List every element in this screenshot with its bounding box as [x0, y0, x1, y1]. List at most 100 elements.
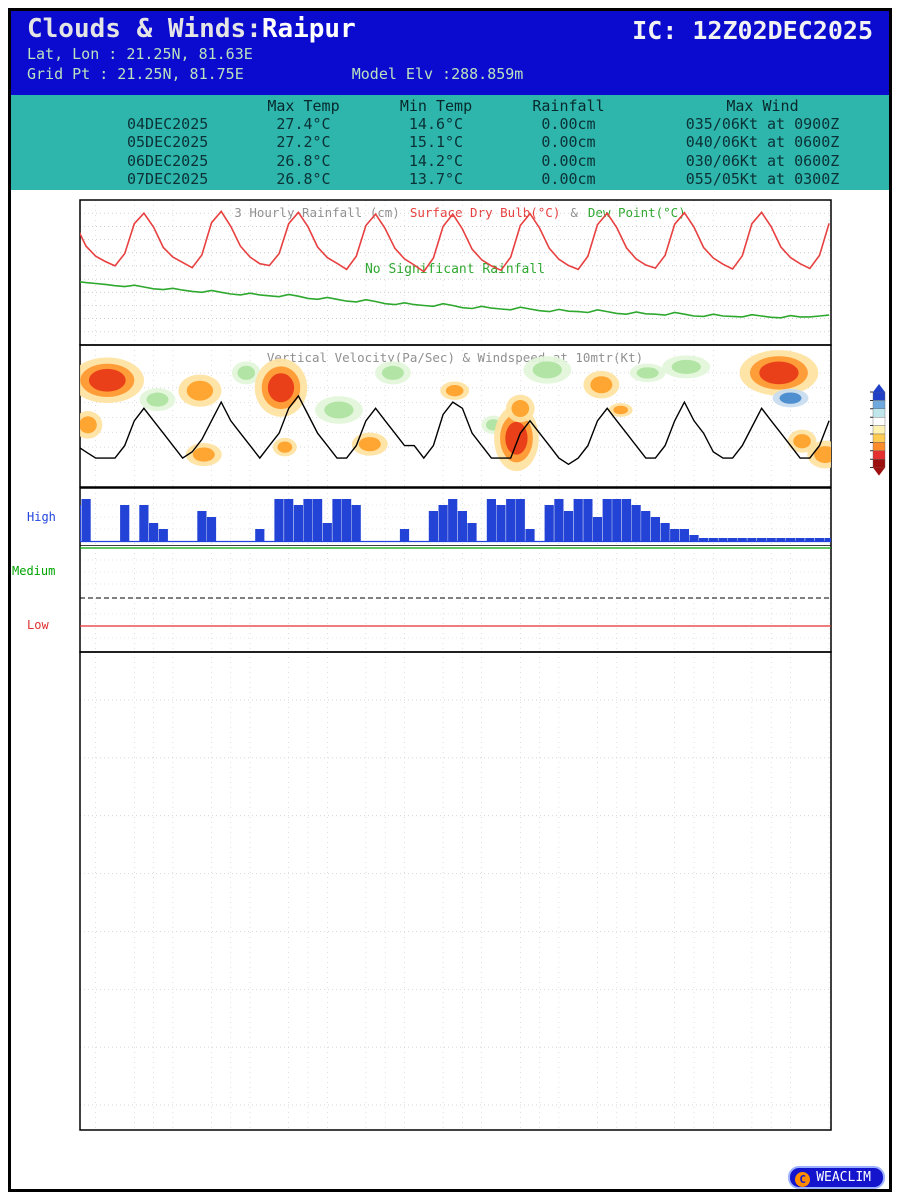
high-cloud-bar — [284, 499, 294, 541]
high-cloud-bar — [120, 505, 130, 541]
row-value: 040/06Kt at 0600Z — [685, 133, 840, 152]
high-cloud-bar — [525, 529, 535, 541]
header-title-line: Clouds & Winds:Raipur IC: 12Z02DEC2025 — [11, 11, 889, 45]
high-cloud-bar — [728, 538, 738, 541]
weaclim-logo[interactable]: C WEACLIM — [788, 1166, 885, 1189]
table-row: 05DEC2025 27.2°C 15.1°C 0.00cm 040/06Kt at 0… — [11, 133, 889, 151]
row-date: 07DEC2025 — [127, 169, 209, 188]
row-value: 13.7°C — [408, 169, 464, 188]
high-cloud-bar — [313, 499, 323, 541]
row-value: 14.2°C — [408, 151, 464, 170]
page-title: Clouds & Winds: — [27, 14, 262, 44]
high-cloud-bar — [293, 505, 303, 541]
station-name: Raipur — [261, 14, 356, 44]
high-cloud-bar — [689, 535, 699, 541]
high-cloud-bar — [641, 511, 651, 541]
high-cloud-bar — [631, 505, 641, 541]
row-value: 27.2°C — [276, 133, 331, 152]
high-cloud-bar — [757, 538, 767, 541]
high-cloud-bar — [515, 499, 525, 541]
high-cloud-bar — [766, 538, 776, 541]
dew-point-line — [80, 280, 830, 319]
high-cloud-bar — [274, 499, 284, 541]
grid-point-label: Grid Pt : 21.25N, 81.75E — [27, 65, 244, 83]
high-cloud-bar — [139, 505, 149, 541]
row-value: Min Temp — [399, 97, 473, 115]
table-row: 04DEC2025 27.4°C 14.6°C 0.00cm 035/06Kt at 0… — [11, 115, 889, 133]
high-cloud-bar — [303, 499, 313, 541]
high-cloud-bar — [563, 511, 574, 541]
lat-lon-label: Lat, Lon : 21.25N, 81.63E — [27, 45, 253, 63]
dry-bulb-line — [80, 210, 830, 273]
low-cloud-label: Low — [27, 618, 49, 632]
high-cloud-bar — [612, 499, 622, 541]
row-value: 030/06Kt at 0600Z — [685, 151, 840, 170]
row-value: 14.6°C — [408, 115, 464, 134]
high-cloud-bar — [708, 538, 718, 541]
high-cloud-bar — [457, 511, 467, 541]
grid-dots — [80, 200, 831, 1130]
high-cloud-bar — [679, 529, 689, 541]
high-cloud-bar — [399, 529, 410, 541]
high-cloud-bar — [814, 538, 825, 541]
high-cloud-bar — [805, 538, 815, 541]
high-cloud-bar — [496, 505, 506, 541]
row-value: 27.4°C — [276, 115, 331, 134]
grid-point-line: Grid Pt : 21.25N, 81.75E Model Elv :288.8… — [11, 64, 889, 84]
high-cloud-bar — [737, 538, 747, 541]
vv-panel-title: Vertical Velocity(Pa/Sec) & Windspeed at… — [267, 350, 643, 365]
high-cloud-bar — [332, 499, 342, 541]
high-cloud-bar — [785, 538, 796, 541]
high-cloud-bar — [438, 505, 448, 541]
high-cloud-bar — [486, 499, 496, 541]
high-cloud-bar — [699, 538, 709, 541]
high-cloud-bar — [824, 538, 831, 541]
high-cloud-bar — [776, 538, 786, 541]
high-cloud-bar — [621, 499, 632, 541]
row-value: Max Wind — [726, 97, 799, 115]
row-value: 035/06Kt at 0900Z — [685, 115, 840, 134]
high-cloud-bar — [206, 517, 217, 541]
row-date: 06DEC2025 — [127, 151, 209, 170]
high-cloud-bar — [322, 523, 332, 541]
surface-panel-title: 3 Hourly Rainfall (cm) Surface Dry Bulb(°… — [234, 205, 685, 220]
high-cloud-label: High — [27, 510, 56, 524]
high-cloud-bar — [660, 523, 670, 541]
no-rainfall-annotation: No Significant Rainfall — [365, 262, 545, 277]
high-cloud-bar — [592, 517, 603, 541]
row-value: 15.1°C — [408, 133, 464, 152]
vv-colorbar — [870, 384, 886, 476]
table-row: 06DEC2025 26.8°C 14.2°C 0.00cm 030/06Kt at 0… — [11, 152, 889, 170]
model-elevation-label: Model Elv :288.859m — [351, 65, 524, 83]
row-value: 26.8°C — [276, 169, 331, 188]
high-cloud-bar — [544, 505, 554, 541]
high-cloud-bar — [747, 538, 757, 541]
row-value: 055/05Kt at 0300Z — [685, 169, 840, 188]
row-value: 0.00cm — [541, 115, 596, 134]
weaclim-logo-icon: C — [795, 1171, 811, 1187]
high-cloud-bar — [554, 499, 564, 541]
high-cloud-bar — [506, 499, 516, 541]
high-cloud-bar — [448, 499, 458, 541]
surface-series — [80, 210, 830, 319]
table-header-row: Max Temp Min Temp Rainfall Max Wind — [11, 97, 889, 115]
high-cloud-bar — [149, 523, 159, 541]
high-cloud-bar — [351, 505, 361, 541]
initial-condition-label: IC: 12Z02DEC2025 — [632, 16, 873, 45]
high-cloud-bar — [583, 499, 593, 541]
weaclim-logo-text: WEACLIM — [816, 1170, 871, 1185]
row-date: 05DEC2025 — [127, 133, 209, 152]
cloud-panel — [80, 499, 831, 627]
high-cloud-bar — [602, 499, 612, 541]
high-cloud-bar — [80, 505, 81, 541]
panel-borders — [79, 199, 832, 1131]
high-cloud-bar — [342, 499, 352, 541]
table-row: 07DEC2025 26.8°C 13.7°C 0.00cm 055/05Kt at 0… — [11, 170, 889, 188]
high-cloud-bar — [81, 499, 91, 541]
high-cloud-bar — [573, 499, 583, 541]
vertical-velocity-blobs — [80, 350, 831, 472]
high-cloud-bar — [718, 538, 728, 541]
row-value: 26.8°C — [276, 151, 331, 170]
